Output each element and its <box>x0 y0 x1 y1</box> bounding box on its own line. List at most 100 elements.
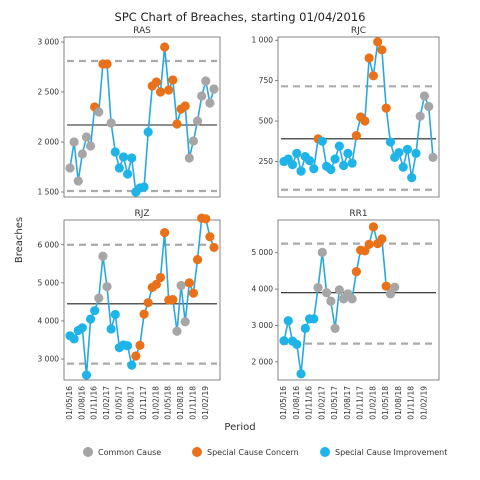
data-point <box>351 130 361 141</box>
y-tick-label: 3 000 <box>38 38 60 47</box>
legend-swatch <box>192 447 202 457</box>
data-point <box>127 153 137 163</box>
data-point <box>313 283 323 293</box>
data-point <box>330 323 340 333</box>
data-point <box>360 116 370 126</box>
x-tick-label: 01/11/17 <box>139 386 148 420</box>
data-point <box>283 316 293 326</box>
data-point <box>77 323 87 333</box>
legend-label: Special Cause Concern <box>207 448 299 457</box>
data-point <box>377 45 387 55</box>
x-tick-label: 01/11/17 <box>356 386 365 420</box>
legend-label: Special Cause Improvement <box>335 448 447 457</box>
data-point <box>419 91 430 101</box>
data-point <box>309 164 319 174</box>
data-point <box>160 42 170 52</box>
panel-title: RAS <box>133 26 151 36</box>
data-point <box>65 163 75 173</box>
data-point <box>155 87 166 97</box>
data-point <box>326 164 336 175</box>
x-tick-label: 01/05/18 <box>164 386 173 420</box>
panel-title: RR1 <box>349 209 367 219</box>
data-point <box>106 324 116 334</box>
data-point <box>334 285 344 295</box>
y-tick-label: 5 000 <box>38 278 60 287</box>
data-point <box>81 370 92 380</box>
data-point <box>184 153 194 163</box>
data-point <box>139 309 149 319</box>
y-axis-label: Breaches <box>14 217 25 263</box>
data-point <box>98 251 108 261</box>
panel-frame <box>277 219 440 381</box>
data-point <box>85 314 96 324</box>
data-point <box>424 101 434 112</box>
data-point <box>205 98 215 108</box>
x-tick-label: 01/11/16 <box>305 386 314 420</box>
panel-rr1: RR1 2 000 3 000 4 000 5 000 01/05/16 01/08/16 0… <box>252 209 440 420</box>
data-point <box>90 306 100 316</box>
data-point <box>168 295 178 305</box>
x-tick-label: 01/08/16 <box>292 386 301 420</box>
data-point <box>192 116 203 126</box>
data-point <box>172 326 182 336</box>
data-point <box>334 141 344 151</box>
x-tick-label: 01/02/17 <box>317 386 326 420</box>
data-point <box>343 148 353 158</box>
data-point <box>155 272 166 283</box>
x-tick-label: 01/11/18 <box>407 386 416 420</box>
data-point <box>296 166 306 176</box>
x-tick-label: 01/05/16 <box>279 386 288 420</box>
data-point <box>415 111 425 121</box>
series-line <box>69 46 215 194</box>
data-point <box>373 37 383 47</box>
data-point <box>317 247 327 257</box>
data-point <box>209 84 219 94</box>
data-point <box>339 160 349 171</box>
x-tick-label: 01/05/17 <box>330 386 339 420</box>
data-point <box>73 176 83 186</box>
y-tick-label: 2 000 <box>252 357 274 366</box>
data-point <box>377 234 387 244</box>
legend-swatch <box>83 447 93 457</box>
data-point <box>110 309 120 320</box>
data-point <box>131 351 141 361</box>
data-point <box>292 339 302 349</box>
data-point <box>201 214 211 224</box>
x-tick-label: 01/02/18 <box>151 386 160 420</box>
data-point <box>317 136 327 146</box>
data-point <box>77 149 87 159</box>
data-point <box>69 137 79 147</box>
x-tick-label: 01/08/18 <box>394 386 403 420</box>
data-point <box>102 282 112 292</box>
y-tick-label: 3 000 <box>38 355 60 364</box>
data-point <box>364 239 374 249</box>
x-tick-label: 01/02/19 <box>201 386 210 420</box>
data-point <box>300 323 310 333</box>
data-point <box>296 369 306 379</box>
y-tick-label: 5 000 <box>252 248 274 257</box>
data-point <box>143 127 153 137</box>
data-point <box>168 75 178 85</box>
data-point <box>69 334 79 344</box>
data-point <box>102 59 112 69</box>
data-point <box>347 158 357 168</box>
data-point <box>381 281 391 291</box>
data-point <box>381 103 391 113</box>
data-point <box>428 152 438 163</box>
x-tick-label: 01/08/16 <box>77 386 86 420</box>
data-point <box>114 163 124 173</box>
chart-title: SPC Chart of Breaches, starting 01/04/20… <box>115 10 366 24</box>
y-tick-label: 2 500 <box>38 88 60 97</box>
data-point <box>184 278 194 288</box>
data-point <box>398 162 408 172</box>
data-point <box>94 293 104 303</box>
data-point <box>151 279 161 289</box>
data-point <box>309 314 319 324</box>
data-point <box>360 246 370 256</box>
data-point <box>164 85 174 95</box>
data-point <box>292 148 302 158</box>
data-point <box>188 288 199 298</box>
data-point <box>176 280 186 291</box>
panel-ras: RAS 1 500 2 000 2 500 3 000 <box>38 26 221 198</box>
